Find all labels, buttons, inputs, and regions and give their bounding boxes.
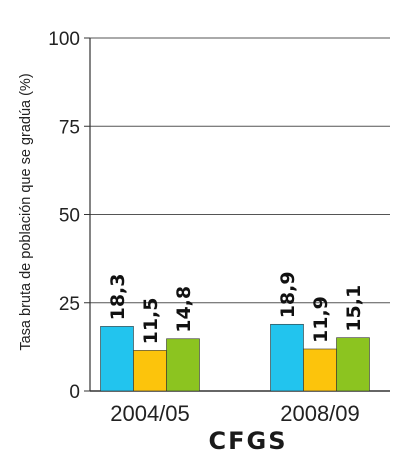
- y-tick-label: 25: [59, 294, 80, 315]
- bar-value-label: 11,9: [310, 296, 332, 343]
- bar-value-label: 14,8: [173, 286, 195, 333]
- category-label: 2004/05: [110, 401, 190, 426]
- bar: [100, 326, 134, 392]
- bars-group: [100, 323, 370, 392]
- bar-value-label: 18,9: [277, 271, 299, 318]
- category-label: 2008/09: [280, 401, 360, 426]
- y-tick-label: 100: [48, 29, 80, 50]
- bar-value-label: 15,1: [343, 285, 365, 332]
- y-tick-labels: 0 25 50 75 100: [48, 29, 80, 403]
- y-tick-label: 50: [59, 206, 80, 227]
- bar: [303, 348, 337, 392]
- x-axis-title: CFGS: [209, 427, 288, 455]
- bar-value-label: 18,3: [107, 274, 129, 321]
- y-axis-title: Tasa bruta de población que se gradúa (%…: [18, 73, 34, 350]
- category-labels: 2004/05 2008/09: [110, 401, 360, 426]
- bar: [336, 337, 370, 392]
- y-tick-label: 75: [59, 117, 80, 138]
- bar: [133, 350, 167, 392]
- y-tick-label: 0: [69, 382, 80, 403]
- bar-value-label: 11,5: [140, 298, 162, 345]
- bar: [166, 338, 200, 392]
- data-labels: 18,3 11,5 14,8 18,9 11,9 15,1: [107, 271, 365, 344]
- bar: [270, 323, 304, 392]
